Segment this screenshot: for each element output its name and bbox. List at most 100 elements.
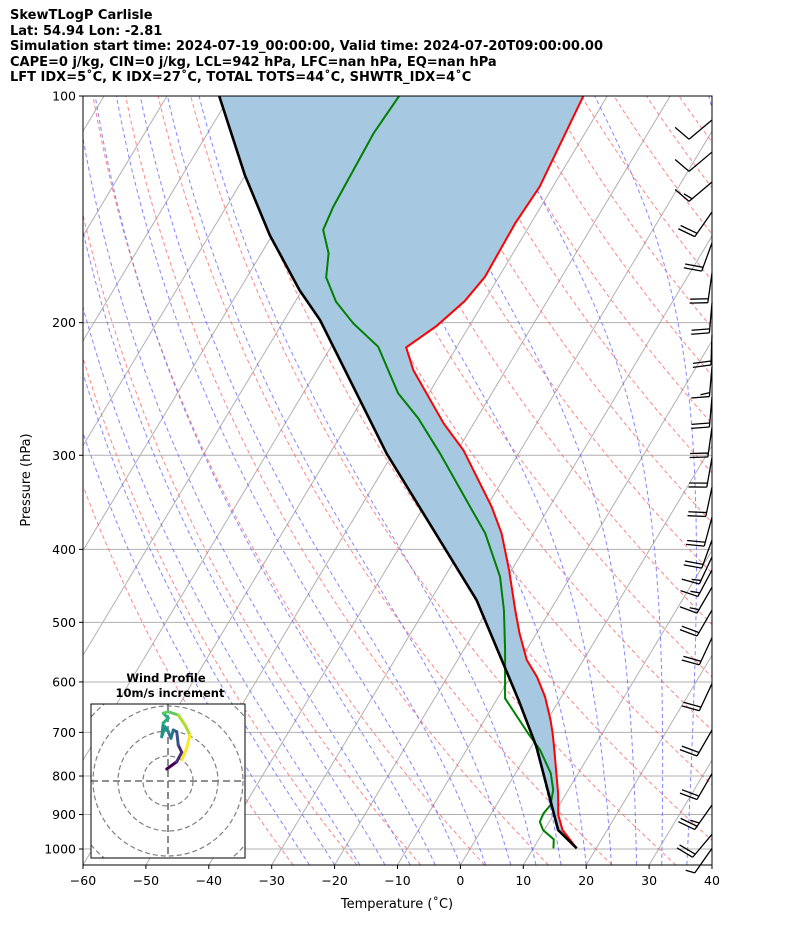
isotherm-gridline — [83, 96, 105, 133]
wind-barb-feather — [691, 395, 710, 399]
wind-barb-feather — [678, 821, 696, 831]
wind-barb-staff — [701, 242, 713, 272]
dry-adiabat — [744, 96, 794, 865]
wind-barb-feather — [683, 655, 702, 662]
wind-barb — [683, 539, 713, 569]
wind-barb-staff — [698, 556, 713, 585]
y-tick-label: 1000 — [44, 842, 76, 857]
x-tick-label: 40 — [704, 873, 720, 888]
wind-barb — [676, 833, 713, 858]
wind-barb-staff — [698, 637, 713, 666]
wind-barb-feather — [679, 629, 698, 637]
wind-barb-staff — [694, 847, 713, 874]
wind-barb — [679, 729, 713, 757]
wind-barb — [678, 211, 713, 238]
wind-barb-staff — [696, 586, 713, 614]
wind-barb-feather — [681, 578, 700, 585]
wind-barb-feather — [679, 606, 698, 614]
wind-barb — [674, 151, 713, 172]
wind-barb-half-feather — [691, 578, 702, 582]
y-tick-label: 400 — [52, 542, 76, 557]
wind-barb-feather — [691, 328, 710, 331]
chart-title-block: SkewTLogP Carlisle Lat: 54.94 Lon: -2.81… — [10, 8, 603, 86]
y-tick-label: 100 — [52, 89, 76, 104]
wind-barb-staff — [703, 516, 713, 547]
hodograph-segment — [185, 733, 192, 750]
wind-barb — [687, 486, 713, 518]
wind-barb-staff — [696, 773, 713, 800]
wind-barb — [692, 335, 713, 369]
wind-barb — [674, 119, 713, 140]
moist-adiabat — [737, 96, 794, 865]
hodograph-segment — [175, 750, 184, 764]
wind-barb-feather — [692, 364, 712, 369]
dry-adiabat — [125, 96, 549, 865]
dry-adiabat — [711, 96, 712, 98]
wind-barb-feather — [691, 332, 710, 335]
wind-barb — [674, 181, 713, 202]
wind-barb-staff — [694, 211, 713, 237]
dry-adiabat — [548, 96, 712, 329]
hodograph-segment — [175, 730, 180, 747]
wind-barb — [679, 586, 713, 614]
wind-barb — [681, 556, 713, 585]
moist-adiabat — [83, 431, 310, 865]
isotherm-gridline — [711, 864, 712, 865]
y-tick-label: 300 — [52, 448, 76, 463]
wind-barb-half-feather — [700, 391, 710, 396]
dewpoint-line — [322, 96, 555, 849]
wind-barb-feather — [687, 539, 706, 543]
y-axis-label: Pressure (hPa) — [19, 433, 34, 526]
moist-adiabat — [83, 228, 386, 865]
wind-barb-half-feather — [690, 590, 700, 594]
dry-adiabat — [222, 96, 712, 842]
wind-barb-feather — [687, 515, 706, 518]
wind-barb-feather — [691, 422, 710, 426]
wind-barb-feather — [692, 360, 712, 365]
isotherm-gridline — [522, 549, 712, 865]
wind-barb-half-feather — [690, 819, 700, 824]
wind-barb-staff — [688, 119, 713, 140]
moist-adiabat — [488, 96, 664, 865]
dry-adiabat — [353, 96, 712, 626]
wind-barb-feather — [680, 590, 699, 598]
wind-barb — [691, 397, 713, 430]
wind-barb-feather — [681, 705, 700, 712]
wind-barb-staff — [705, 486, 713, 517]
hodograph-segment — [160, 721, 165, 739]
parcel-temperature-shading — [219, 96, 584, 849]
moist-adiabat — [402, 96, 637, 865]
moist-adiabat — [139, 96, 487, 865]
dry-adiabat — [157, 96, 613, 865]
x-tick-label: 0 — [456, 873, 464, 888]
hodograph-inset: Wind Profile 10m/s increment — [90, 671, 246, 859]
hodograph-segment — [183, 723, 192, 737]
wind-barb-feather — [674, 126, 690, 140]
isotherm-gridline — [83, 96, 294, 447]
wind-barb-feather — [685, 263, 704, 268]
wind-barb-staff — [688, 151, 713, 172]
wind-barb-feather — [678, 228, 696, 238]
wind-barb-half-feather — [685, 869, 695, 874]
parcel-path-line — [217, 96, 578, 850]
profile-traces — [217, 96, 585, 850]
wind-barb — [680, 569, 713, 598]
wind-barb-feather — [688, 511, 707, 514]
title-line-station: SkewTLogP Carlisle — [10, 8, 153, 23]
isotherm-gridline — [648, 759, 712, 865]
wind-barb — [679, 609, 713, 637]
x-tick-label: −50 — [133, 873, 159, 888]
wind-barb-feather — [691, 426, 710, 430]
wind-barb-feather — [681, 789, 700, 797]
wind-barb — [691, 302, 713, 335]
wind-barb-feather — [681, 625, 700, 634]
title-line-cape: CAPE=0 j/kg, CIN=0 j/kg, LCL=942 hPa, LF… — [10, 54, 497, 70]
wind-barb-staff — [698, 683, 713, 712]
x-tick-label: −60 — [70, 873, 96, 888]
wind-barb-staff — [688, 181, 713, 202]
title-line-times: Simulation start time: 2024-07-19_00:00:… — [10, 39, 603, 54]
moist-adiabat — [594, 96, 697, 865]
y-tick-label: 600 — [52, 674, 76, 689]
wind-barb-feather — [680, 817, 698, 827]
wind-barb-feather — [683, 701, 702, 708]
